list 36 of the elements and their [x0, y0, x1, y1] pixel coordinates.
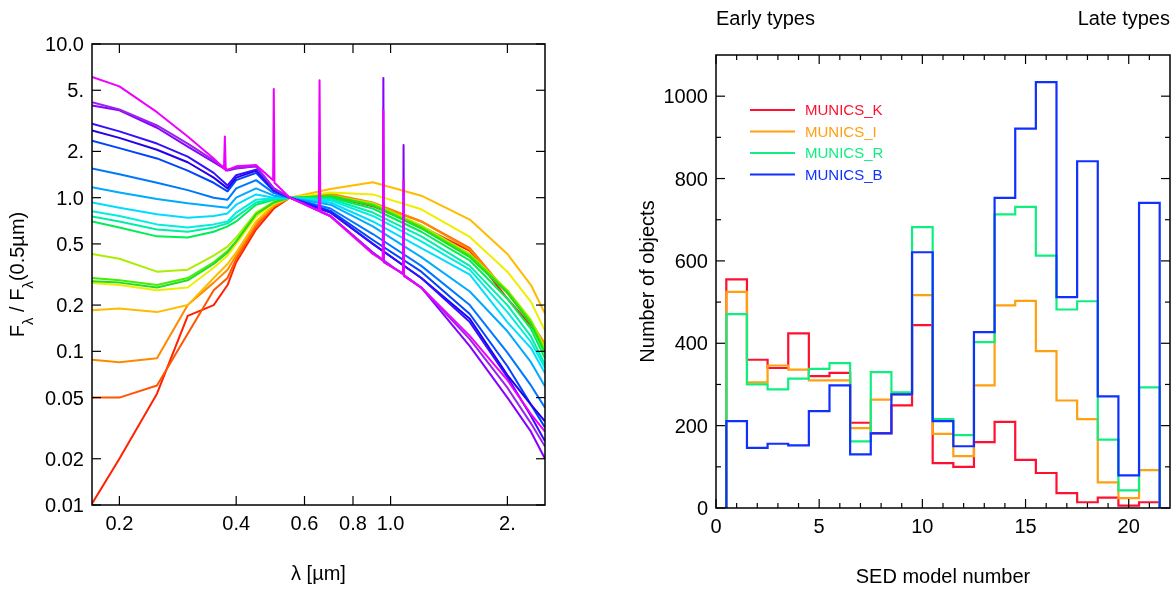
y-tick-label: 0.01 [45, 494, 84, 516]
y-tick-label: 0.05 [45, 386, 84, 409]
y-tick-label: 600 [674, 249, 708, 272]
text: Late types [1077, 7, 1170, 29]
y-tick-label: 0.5 [56, 232, 84, 255]
y-tick-label: 5. [67, 79, 84, 102]
x-tick-label: 2. [499, 512, 516, 534]
x-tick-label: 1.0 [376, 512, 405, 534]
y-tick-label: 0.1 [56, 340, 84, 363]
y-tick-label: 1.0 [56, 186, 84, 209]
y-tick-label: 1000 [663, 85, 708, 108]
x-tick-label: 5 [813, 515, 825, 537]
legend-label: MUNICS_K [805, 101, 883, 119]
y-tick-label: 2. [67, 140, 84, 163]
legend-label: MUNICS_I [805, 122, 877, 140]
x-tick-label: 20 [1117, 515, 1140, 537]
x-tick-label: 0 [710, 515, 722, 537]
legend-label: MUNICS_R [805, 144, 884, 162]
x-tick-label: 0.6 [290, 512, 319, 534]
x-tick-label: 0.8 [339, 512, 367, 534]
legend-label: MUNICS_B [805, 165, 883, 183]
x-tick-label: 0.2 [105, 512, 134, 534]
y-tick-label: 0 [696, 497, 708, 519]
y-tick-label: 0.02 [45, 447, 84, 470]
y-tick-label: 0.2 [56, 294, 84, 317]
y-tick-label: 200 [674, 414, 708, 437]
x-axis-title: SED model number [855, 565, 1031, 587]
x-tick-label: 0.4 [222, 512, 251, 534]
y-tick-label: 400 [674, 332, 708, 355]
y-tick-label: 10.0 [45, 33, 84, 55]
y-tick-label: 800 [674, 167, 708, 190]
x-tick-label: 10 [911, 515, 934, 537]
text: Early types [716, 7, 815, 29]
x-axis-title: λ [µm] [291, 562, 346, 584]
x-tick-label: 15 [1014, 515, 1037, 537]
y-axis-title: Number of objects [636, 200, 658, 363]
